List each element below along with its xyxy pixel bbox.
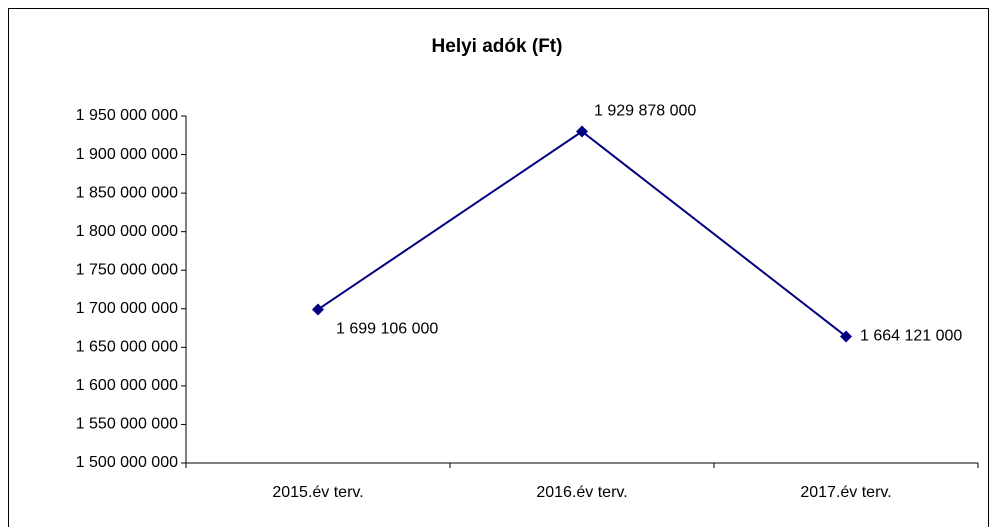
x-tick-label: 2015.év terv. [272,484,363,501]
y-tick-label: 1 800 000 000 [76,223,178,240]
y-tick-label: 1 700 000 000 [76,300,178,317]
y-tick-label: 1 750 000 000 [76,261,178,278]
data-point [576,125,588,138]
y-tick-label: 1 550 000 000 [76,416,178,433]
data-label: 1 664 121 000 [860,328,962,345]
data-label: 1 699 106 000 [336,321,438,338]
chart-frame [8,8,989,527]
plot-area: 1 500 000 000 1 550 000 000 1 600 000 000 1… [76,103,979,501]
x-tick-label: 2016.év terv. [536,484,627,501]
data-point [840,330,852,343]
data-label: 1 929 878 000 [594,103,696,120]
y-tick-label: 1 950 000 000 [76,107,178,124]
y-tick-label: 1 600 000 000 [76,377,178,394]
y-tick-label: 1 650 000 000 [76,339,178,356]
data-point [312,303,324,316]
y-tick-label: 1 500 000 000 [76,454,178,471]
chart-title: Helyi adók (Ft) [432,36,563,57]
y-tick-label: 1 850 000 000 [76,184,178,201]
x-tick-label: 2017.év terv. [800,484,891,501]
y-tick-label: 1 900 000 000 [76,146,178,163]
